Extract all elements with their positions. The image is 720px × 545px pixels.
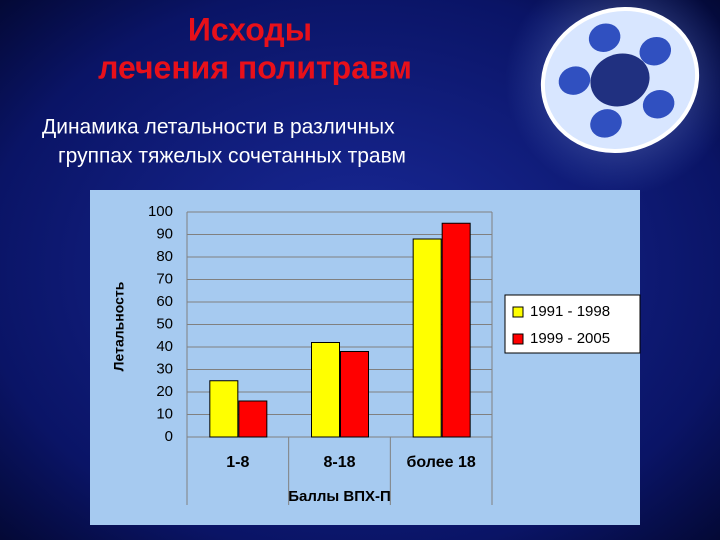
y-tick-label: 90 xyxy=(156,225,173,242)
legend-label: 1999 - 2005 xyxy=(530,330,610,347)
x-axis-label: Баллы ВПХ-П xyxy=(288,488,391,505)
legend-swatch xyxy=(512,333,524,345)
title: лечения политравм xyxy=(98,49,412,85)
y-tick-label: 40 xyxy=(156,338,173,355)
bar xyxy=(311,342,340,438)
legend-swatch xyxy=(512,306,524,318)
bar xyxy=(441,222,471,438)
bar xyxy=(412,238,442,438)
bar xyxy=(238,400,268,438)
y-tick-label: 60 xyxy=(156,293,173,310)
y-axis-label: Летальность xyxy=(111,281,127,371)
legend-box xyxy=(504,294,641,354)
y-tick-label: 0 xyxy=(165,428,173,445)
y-tick-label: 50 xyxy=(156,315,173,332)
bar xyxy=(340,351,369,438)
x-tick-label: более 18 xyxy=(407,454,476,471)
y-tick-label: 20 xyxy=(156,383,173,400)
subtitle: группах тяжелых сочетанных травм xyxy=(58,145,406,168)
chart: 0 10 20 30 40 50 60 70 80 90 100 1-8 8-18 более 18 Бал… xyxy=(111,203,641,505)
y-tick-label: 100 xyxy=(148,203,173,220)
bar xyxy=(209,380,239,438)
y-tick-label: 30 xyxy=(156,360,173,377)
subtitle: Динамика летальности в различных xyxy=(42,116,395,139)
title: Исходы xyxy=(188,11,312,47)
film-reel xyxy=(505,0,720,195)
y-tick-label: 80 xyxy=(156,248,173,265)
y-tick-label: 10 xyxy=(156,405,173,422)
x-tick-label: 1-8 xyxy=(226,454,249,471)
legend-label: 1991 - 1998 xyxy=(530,303,610,320)
y-tick-label: 70 xyxy=(156,270,173,287)
x-tick-label: 8-18 xyxy=(323,454,355,471)
